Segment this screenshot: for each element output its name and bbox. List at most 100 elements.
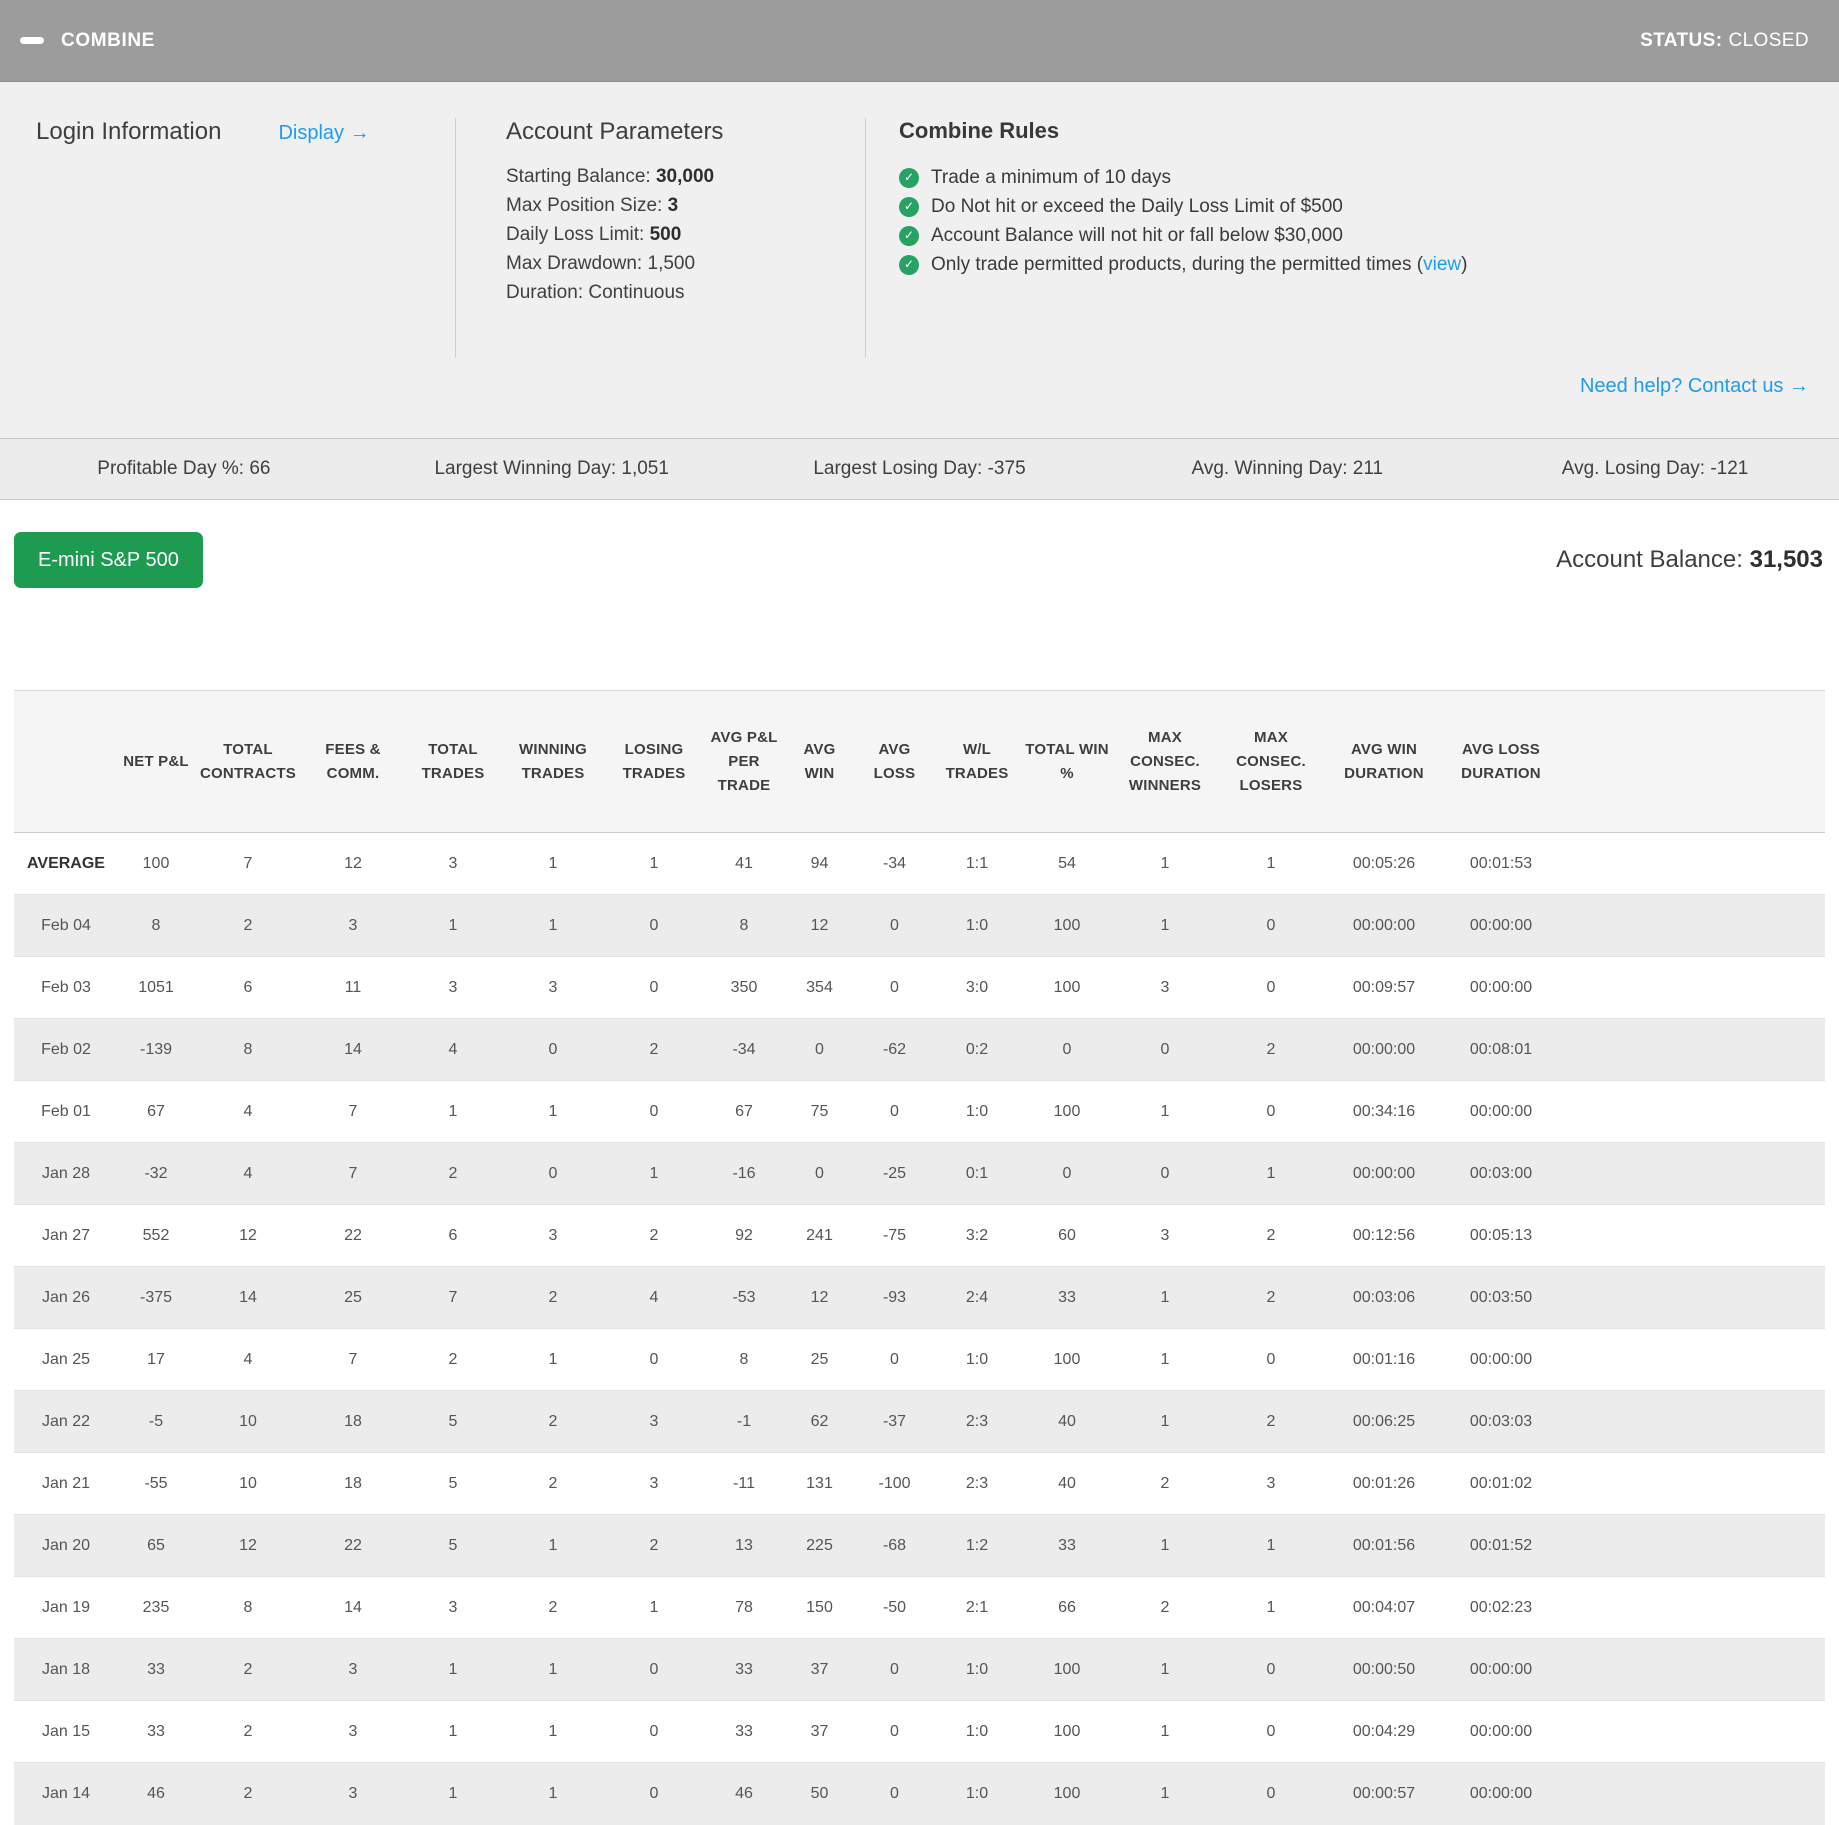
row-label: Jan 20 xyxy=(41,1536,91,1554)
spacer-cell xyxy=(1560,1143,1825,1205)
table-cell: 00:08:01 xyxy=(1469,1040,1533,1058)
table-cell: 0 xyxy=(649,916,659,934)
table-cell: 0 xyxy=(649,978,659,996)
table-cell: 2 xyxy=(548,1288,558,1306)
table-row: Jan 21 -55 10 18 5 2 3 -11 131 -100 2:3 40 2 3 00:01:2… xyxy=(14,1452,1825,1515)
row-label: Feb 02 xyxy=(41,1040,91,1058)
account-parameters-list: Starting Balance: 30,000 Max Position Si… xyxy=(506,162,865,307)
table-cell: 18 xyxy=(344,1412,362,1430)
table-cell: 2 xyxy=(1266,1040,1276,1058)
table-cell: -93 xyxy=(882,1288,907,1306)
table-cell: 3 xyxy=(448,854,458,872)
table-cell: 2 xyxy=(243,916,253,934)
table-cell: 1 xyxy=(1160,1288,1170,1306)
table-cell: 33 xyxy=(1058,1288,1076,1306)
table-cell: 0 xyxy=(649,1350,659,1368)
spacer-cell xyxy=(1560,1329,1825,1391)
status-badge: STATUS: CLOSED xyxy=(1640,30,1809,52)
table-cell: 2 xyxy=(649,1226,659,1244)
stat-profitable-day: Profitable Day %: 66 xyxy=(97,458,271,479)
table-cell: 22 xyxy=(344,1226,362,1244)
account-parameters-panel: Account Parameters Starting Balance: 30,… xyxy=(456,110,865,375)
table-cell: -34 xyxy=(732,1040,756,1058)
table-cell: 40 xyxy=(1058,1474,1076,1492)
table-cell: -53 xyxy=(732,1288,756,1306)
table-cell: -11 xyxy=(733,1474,755,1492)
table-cell: -68 xyxy=(882,1536,907,1554)
table-cell: 00:00:00 xyxy=(1352,1164,1416,1182)
table-cell: 0 xyxy=(1062,1164,1072,1182)
view-link[interactable]: view xyxy=(1423,254,1462,275)
table-cell: 00:00:00 xyxy=(1469,1722,1533,1740)
table-cell: 1:0 xyxy=(965,1722,989,1740)
row-label: Jan 15 xyxy=(41,1722,91,1740)
param-starting-balance: Starting Balance: 30,000 xyxy=(506,166,715,187)
contact-us-link[interactable]: Need help? Contact us → xyxy=(1579,375,1809,397)
table-cell: 3 xyxy=(348,916,358,934)
table-cell: 54 xyxy=(1058,854,1076,872)
table-cell: 3 xyxy=(548,1226,558,1244)
param-max-drawdown: Max Drawdown: 1,500 xyxy=(506,253,696,274)
table-cell: 46 xyxy=(147,1784,165,1802)
table-cell: 00:00:00 xyxy=(1469,1660,1533,1678)
table-cell: 1 xyxy=(548,1536,558,1554)
table-cell: 2 xyxy=(1266,1226,1276,1244)
table-cell: 33 xyxy=(735,1722,753,1740)
spacer-cell xyxy=(1560,1205,1825,1267)
table-cell: 350 xyxy=(730,978,758,996)
table-cell: 66 xyxy=(1058,1598,1076,1616)
table-cell: 0 xyxy=(890,1350,899,1368)
combine-rules-list: ✓ Trade a minimum of 10 days ✓ Do Not hi… xyxy=(899,163,1809,279)
table-cell: 354 xyxy=(806,978,833,996)
table-cell: 3 xyxy=(1160,1226,1170,1244)
table-cell: 0 xyxy=(1062,1040,1072,1058)
check-circle-icon: ✓ xyxy=(899,254,919,275)
table-cell: 37 xyxy=(810,1722,829,1740)
table-cell: 0 xyxy=(890,1722,899,1740)
col-header-losing-trades: LOSING TRADES xyxy=(604,690,704,833)
table-cell: 0 xyxy=(890,1784,899,1802)
col-header-total-win-pct: TOTAL WIN % xyxy=(1020,690,1114,833)
table-cell: 1 xyxy=(548,1350,558,1368)
param-max-position-size: Max Position Size: 3 xyxy=(506,195,679,216)
col-header-fees-comm: FEES & COMM. xyxy=(302,690,404,833)
col-header-max-consec-losers: MAX CONSEC. LOSERS xyxy=(1216,690,1326,833)
table-cell: 5 xyxy=(448,1412,458,1430)
combine-title: COMBINE xyxy=(61,29,155,51)
table-cell: 2 xyxy=(548,1474,558,1492)
table-cell: 2 xyxy=(1160,1598,1170,1616)
display-link[interactable]: Display → xyxy=(278,122,370,144)
table-cell: 1 xyxy=(548,1784,558,1802)
account-balance: Account Balance: 31,503 xyxy=(1556,546,1823,573)
table-cell: 0 xyxy=(1266,1784,1276,1802)
spacer-cell xyxy=(1560,895,1825,957)
table-cell: 7 xyxy=(448,1288,458,1306)
table-cell: 60 xyxy=(1058,1226,1076,1244)
minimize-icon[interactable] xyxy=(20,37,44,44)
table-row: Jan 27 552 12 22 6 3 2 92 241 -75 3:2 60 3 2 00:12:56 0… xyxy=(14,1204,1825,1267)
table-cell: 8 xyxy=(739,1350,749,1368)
table-cell: 11 xyxy=(344,978,362,996)
table-cell: 10 xyxy=(239,1474,257,1492)
table-cell: -16 xyxy=(732,1164,756,1182)
table-cell: 78 xyxy=(735,1598,753,1616)
row-label: Jan 14 xyxy=(41,1784,91,1802)
spacer-cell xyxy=(1560,1763,1825,1825)
table-cell: 2:3 xyxy=(965,1412,989,1430)
table-cell: 92 xyxy=(735,1226,753,1244)
product-button[interactable]: E-mini S&P 500 xyxy=(14,532,203,588)
table-cell: 00:00:00 xyxy=(1469,1350,1533,1368)
table-cell: 100 xyxy=(1053,1350,1081,1368)
table-row: Jan 14 46 2 3 1 1 0 46 50 0 1:0 100 1 0 00:00:57 00:00:… xyxy=(14,1762,1825,1825)
table-cell: 12 xyxy=(810,1288,829,1306)
table-cell: 1 xyxy=(448,1784,458,1802)
table-cell: 2 xyxy=(448,1164,458,1182)
table-cell: 1 xyxy=(1160,1660,1170,1678)
table-cell: 100 xyxy=(1053,978,1081,996)
table-cell: 0 xyxy=(649,1102,659,1120)
table-cell: 100 xyxy=(1053,1660,1081,1678)
table-cell: 2 xyxy=(448,1350,458,1368)
table-cell: 13 xyxy=(735,1536,753,1554)
table-cell: 1 xyxy=(448,1722,458,1740)
table-cell: -34 xyxy=(882,854,907,872)
